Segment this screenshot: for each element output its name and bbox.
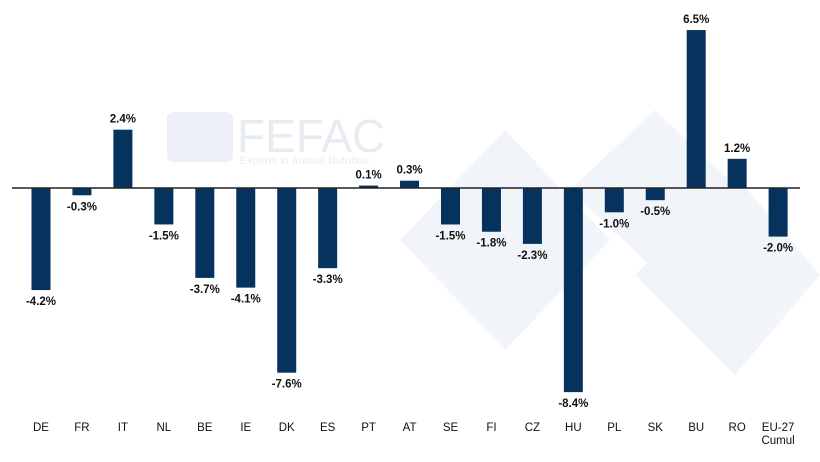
x-tick-label: CZ <box>525 422 540 434</box>
data-label: 2.4% <box>110 114 136 126</box>
data-label: 6.5% <box>683 14 709 26</box>
bar-eu-27-cumul <box>768 188 788 237</box>
data-label: -7.6% <box>272 379 302 391</box>
data-label: -0.3% <box>67 201 97 213</box>
x-tick-label: DK <box>279 422 295 434</box>
bar-at <box>400 180 420 188</box>
x-tick-label: PL <box>607 422 622 434</box>
x-tick-label: IE <box>240 422 251 434</box>
logo-tagline: Experts in Animal Nutrition <box>240 155 369 167</box>
x-tick-label: NL <box>156 422 171 434</box>
x-tick-label: BE <box>197 422 213 434</box>
data-label: 0.1% <box>355 170 381 182</box>
data-label: -2.3% <box>517 250 547 262</box>
bar-ro <box>727 158 747 188</box>
data-label: -3.7% <box>190 284 220 296</box>
x-tick-label: SK <box>648 422 664 434</box>
bar-es <box>318 188 338 269</box>
bar-nl <box>154 188 174 225</box>
data-label: -4.2% <box>26 296 56 308</box>
data-label: -8.4% <box>558 398 588 410</box>
x-tick-label: ES <box>320 422 336 434</box>
data-label: -0.5% <box>640 206 670 218</box>
bar-pl <box>604 188 624 213</box>
bar-dk <box>277 188 297 373</box>
x-tick-label: PT <box>361 422 376 434</box>
bar-se <box>441 188 460 225</box>
data-label: -3.3% <box>313 274 343 286</box>
bar-cz <box>522 188 542 244</box>
x-tick-label: FR <box>74 422 89 434</box>
bar-fr <box>72 188 92 196</box>
data-label: 1.2% <box>724 143 750 155</box>
x-tick-label: SE <box>443 422 459 434</box>
data-label: -1.8% <box>476 238 506 250</box>
x-tick-label: FI <box>486 422 496 434</box>
x-tick-label: HU <box>565 422 582 434</box>
bar-ie <box>236 188 256 288</box>
data-label: -2.0% <box>763 243 793 255</box>
bar-bu <box>686 30 706 188</box>
data-label: -1.0% <box>599 218 629 230</box>
data-label: 0.3% <box>396 165 422 177</box>
bar-fi <box>481 188 501 232</box>
bar-sk <box>645 188 665 201</box>
bar-pt <box>359 185 379 188</box>
x-tick-label: BU <box>688 422 704 434</box>
bar-be <box>195 188 215 278</box>
x-tick-label: AT <box>403 422 417 434</box>
bar-it <box>113 129 133 188</box>
data-label: -1.5% <box>149 230 179 242</box>
x-tick-label: RO <box>729 422 746 434</box>
bar-de <box>31 188 51 291</box>
x-tick-label: DE <box>33 422 49 434</box>
bar-hu <box>563 188 583 393</box>
diamond-3-icon <box>400 130 610 350</box>
data-label: -4.1% <box>231 294 261 306</box>
x-tick-label: EU-27 Cumul <box>761 422 794 447</box>
fefac-logo-icon <box>167 112 233 162</box>
x-tick-label: IT <box>118 422 128 434</box>
data-label: -1.5% <box>435 230 465 242</box>
logo-name: FEFAC <box>237 110 385 162</box>
